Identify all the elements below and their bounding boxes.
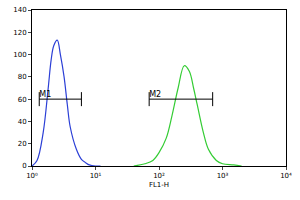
- svg-text:0: 0: [22, 162, 26, 170]
- svg-text:FL1-H: FL1-H: [149, 181, 169, 189]
- svg-text:M2: M2: [149, 90, 161, 99]
- svg-text:120: 120: [13, 29, 26, 37]
- svg-text:10⁴: 10⁴: [280, 172, 292, 180]
- svg-text:10¹: 10¹: [90, 172, 102, 180]
- svg-text:10³: 10³: [217, 172, 229, 180]
- svg-text:20: 20: [18, 140, 27, 148]
- svg-text:M1: M1: [39, 90, 51, 99]
- svg-text:60: 60: [18, 96, 27, 104]
- svg-text:100: 100: [13, 51, 26, 59]
- svg-text:10²: 10²: [153, 172, 165, 180]
- svg-text:80: 80: [18, 73, 27, 81]
- svg-text:140: 140: [13, 6, 26, 14]
- svg-text:10⁰: 10⁰: [26, 172, 38, 180]
- svg-text:40: 40: [18, 118, 27, 126]
